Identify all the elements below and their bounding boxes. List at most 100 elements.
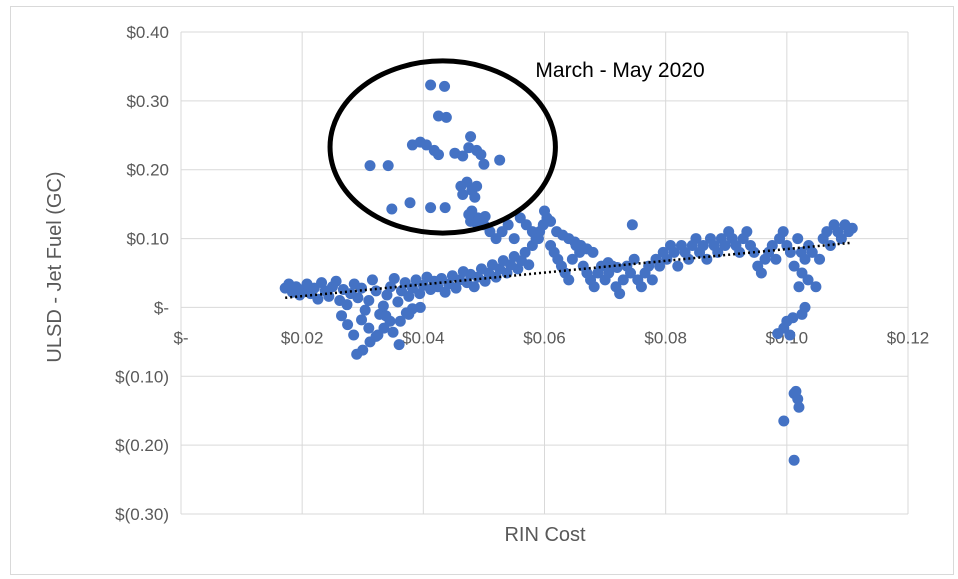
data-point [766,239,778,251]
data-point [523,259,535,271]
data-point [363,322,375,334]
data-point [824,239,836,251]
x-axis-tick-labels: $-$0.02$0.04$0.06$0.08$0.10$0.12 [173,328,929,347]
data-point [810,281,822,293]
data-point [770,253,782,265]
x-tick-label: $0.02 [281,328,324,347]
data-point [563,274,575,286]
data-point [846,222,858,234]
data-point [392,296,404,308]
y-tick-label: $- [154,298,169,317]
x-tick-label: $0.04 [402,328,445,347]
data-point [532,233,544,245]
data-point [393,339,405,351]
x-axis-title: RIN Cost [504,524,586,546]
data-point [628,253,640,265]
data-point [439,202,451,214]
data-point [364,160,376,172]
data-point [479,211,491,223]
data-point [457,150,469,162]
data-point [316,277,328,289]
x-tick-label: $0.08 [644,328,687,347]
y-axis-tick-labels: $0.40 $0.30 $0.20 $0.10 $- $(0.10) $(0.20) $(0.… [115,23,169,524]
data-point [356,282,368,294]
data-point [382,160,394,172]
data-point [394,315,406,327]
data-point [370,285,382,297]
data-point [835,233,847,245]
data-point [796,267,808,279]
data-point [388,273,400,285]
data-point [380,310,392,322]
data-point [626,219,638,231]
data-point [799,253,811,265]
data-point [787,312,799,324]
data-point [404,197,416,209]
data-point [588,281,600,293]
annotations: March - May 2020 [327,58,705,236]
data-point [359,304,371,316]
data-point [788,260,800,272]
data-point [635,281,647,293]
data-point [799,301,811,313]
data-points [279,79,858,466]
data-point [475,149,487,161]
x-tick-label: $0.12 [887,328,930,347]
data-point [741,226,753,238]
data-point [777,226,789,238]
data-point [414,301,426,313]
data-point [672,260,684,272]
x-tick-label: $0.06 [523,328,566,347]
chart-frame: $0.40 $0.30 $0.20 $0.10 $- $(0.10) $(0.20) $(0.… [10,6,954,575]
data-point [425,202,437,214]
data-point [465,131,477,143]
data-point [539,205,550,217]
data-point [439,286,451,298]
data-point [425,79,437,91]
data-point [792,233,804,245]
data-point [519,246,531,258]
data-point [414,288,426,300]
y-tick-label: $0.40 [126,23,169,42]
data-point [719,239,731,251]
data-point [793,281,805,293]
data-point [377,300,389,312]
scatter-chart: $0.40 $0.30 $0.20 $0.10 $- $(0.10) $(0.20) $(0.… [44,23,929,546]
data-point [788,454,800,466]
data-point [341,299,353,311]
data-point [455,180,467,192]
y-axis-title: ULSD - Jet Fuel (GC) [44,171,66,362]
data-point [403,290,415,302]
data-point [701,253,713,265]
data-point [734,246,746,258]
data-point [611,261,623,273]
data-point [772,328,784,340]
highlight-circle [327,58,558,236]
data-point [625,267,637,279]
y-tick-label: $0.10 [126,230,169,249]
data-point [363,295,375,307]
data-point [697,239,709,251]
data-point [790,385,802,397]
data-point [512,263,524,275]
data-point [755,267,767,279]
data-point [468,281,480,293]
data-point [342,319,354,331]
data-point [778,415,790,427]
x-tick-label: $- [173,328,188,347]
data-point [439,80,451,92]
data-point [587,246,599,258]
data-point [814,253,826,265]
data-point [381,289,393,301]
data-point [469,191,481,203]
data-point [566,253,578,265]
data-point [420,139,432,151]
data-point [784,329,796,341]
data-point [806,246,818,258]
data-point [387,326,399,338]
y-tick-label: $0.20 [126,161,169,180]
y-tick-label: $(0.30) [115,505,169,524]
data-point [646,274,658,286]
data-point [463,208,475,220]
data-point [352,292,364,304]
